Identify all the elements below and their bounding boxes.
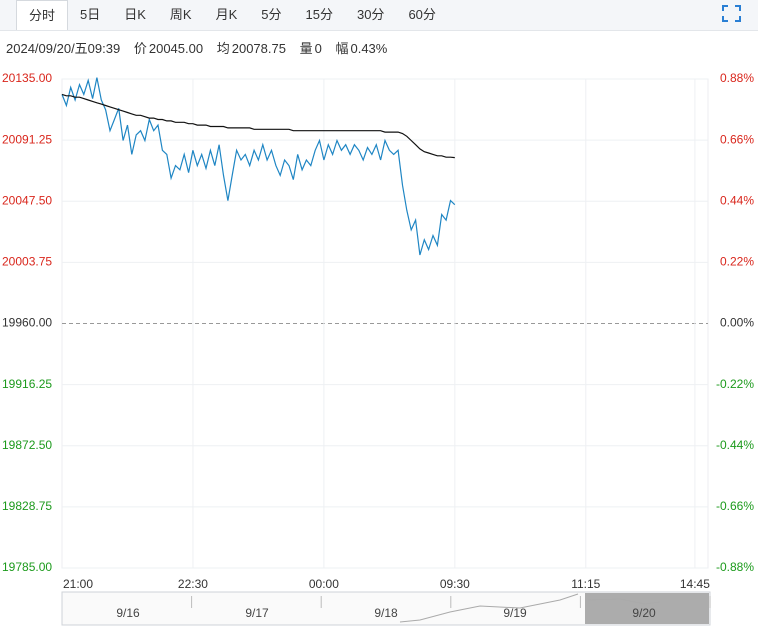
- tab-bar: 分时 5日 日K 周K 月K 5分 15分 30分 60分: [0, 0, 758, 31]
- vol: 0: [314, 41, 322, 56]
- tab[interactable]: 30分: [356, 7, 385, 22]
- chg-label: 幅: [335, 41, 349, 56]
- y-tick-label: 20003.75: [2, 255, 52, 269]
- chg: 0.43%: [350, 41, 388, 56]
- avg: 20078.75: [231, 41, 286, 56]
- navigator-date: 9/18: [374, 606, 398, 620]
- tab[interactable]: 5日: [80, 7, 101, 22]
- tab[interactable]: 15分: [305, 7, 333, 22]
- y-tick-label: 20047.50: [2, 193, 52, 207]
- y2-tick-label: -0.44%: [716, 438, 754, 452]
- expand-icon[interactable]: [722, 5, 741, 22]
- tab[interactable]: 分时: [16, 0, 69, 30]
- x-tick-label: 21:00: [63, 577, 93, 591]
- y2-tick-label: -0.22%: [716, 377, 754, 391]
- tab[interactable]: 日K: [124, 7, 146, 22]
- y2-tick-label: 0.22%: [720, 255, 754, 269]
- y2-tick-label: -0.88%: [716, 560, 754, 574]
- navigator-date: 9/16: [116, 606, 140, 620]
- tab[interactable]: 周K: [169, 7, 192, 22]
- price-line: [61, 93, 455, 159]
- y-tick-label: 19960.00: [2, 316, 52, 330]
- avg-label: 均: [216, 41, 230, 56]
- tab[interactable]: 月K: [215, 7, 238, 22]
- y2-tick-label: 0.66%: [720, 132, 754, 146]
- vol-label: 量: [299, 41, 313, 56]
- navigator-selection: [585, 593, 709, 624]
- navigator-date: 9/17: [245, 606, 269, 620]
- navigator-line: [399, 593, 661, 623]
- y2-tick-label: 0.00%: [720, 316, 754, 330]
- x-tick-label: 11:15: [571, 577, 600, 591]
- tab[interactable]: 5分: [261, 7, 282, 22]
- y-tick-label: 19828.75: [2, 499, 52, 513]
- price-line: [61, 77, 456, 256]
- y-tick-label: 19785.00: [2, 560, 52, 574]
- y2-tick-label: 0.44%: [720, 193, 754, 207]
- datetime: 2024/09/20/五09:39: [6, 41, 121, 56]
- x-tick-label: 14:45: [680, 577, 710, 591]
- x-tick-label: 22:30: [178, 577, 208, 591]
- navigator-date: 9/20: [632, 606, 656, 620]
- price-label: 价: [133, 41, 147, 56]
- x-tick-label: 00:00: [309, 577, 339, 591]
- price: 20045.00: [148, 41, 204, 56]
- y2-tick-label: 0.88%: [720, 71, 754, 85]
- y-tick-label: 19872.50: [2, 438, 52, 452]
- navigator: 9/16 9/17 9/18 9/19 9/20: [61, 591, 711, 626]
- expand-icon-path[interactable]: [722, 5, 741, 22]
- y-tick-label: 20091.25: [2, 132, 52, 146]
- tab[interactable]: 60分: [408, 7, 436, 22]
- y-tick-label: 19916.25: [2, 377, 52, 391]
- y2-tick-label: -0.66%: [716, 499, 754, 513]
- y-tick-label: 20135.00: [2, 71, 52, 85]
- navigator-date: 9/19: [503, 606, 527, 620]
- x-tick-label: 09:30: [440, 577, 470, 591]
